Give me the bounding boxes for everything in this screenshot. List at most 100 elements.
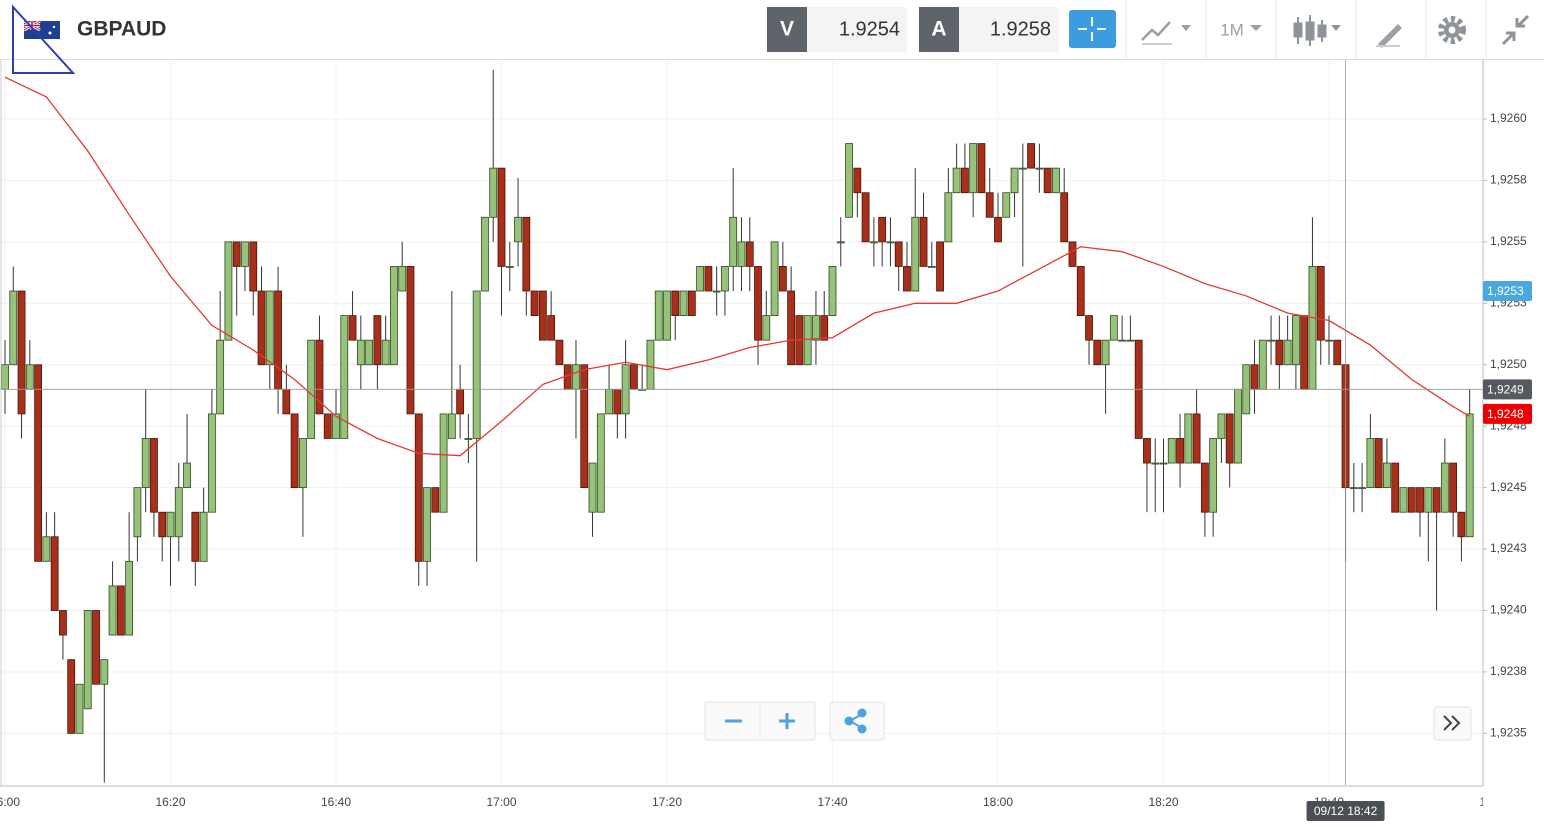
candle-body [1159,462,1168,465]
timeframe-label: 1M [1220,20,1244,39]
candle-body [605,388,613,415]
candle-body [150,438,158,513]
share-button[interactable] [844,708,867,734]
candle-body [994,216,1002,243]
settings-button[interactable] [1438,16,1466,44]
chart-type-button[interactable] [1293,15,1341,46]
candle-body [1052,167,1060,194]
candle-body [1225,413,1234,464]
candle-body [1432,487,1441,513]
candle-body [133,487,142,538]
x-tick-label: 16:40 [321,795,351,809]
candle-body [381,339,390,366]
candle-body [497,167,506,267]
candle-body [1217,413,1226,439]
candle-body [158,511,167,538]
candle-body [944,192,953,243]
candle-body [464,438,473,440]
candle-body [1358,487,1366,490]
candle-body [663,290,671,341]
candle-body [1416,487,1424,513]
y-tick-label: 1,9250 [1490,357,1527,371]
candle-body [216,339,225,415]
candle-body [241,241,249,267]
candle-body [282,388,291,415]
candle-body [836,241,845,244]
candle-body [572,364,580,390]
zoom-in-button[interactable] [779,713,795,729]
plot-area [0,60,1483,785]
candle-body [1085,315,1093,341]
sell-price: 1.9254 [839,18,900,40]
candle-body [1043,167,1052,194]
candle-body [828,266,837,316]
candle-body [356,339,365,366]
timeframe-button[interactable]: 1M [1220,20,1262,39]
candle-body [1407,487,1416,513]
draw-button[interactable] [1376,24,1402,48]
sell-button[interactable] [767,7,807,52]
y-tick-label: 1,9238 [1490,664,1527,678]
candle-body [390,266,398,366]
candle-body [481,216,489,292]
candle-body [704,266,713,292]
candle-body [1192,413,1201,464]
candle-body [687,290,696,316]
candle-body [1275,339,1284,366]
y-axis: 1,9235 1,9238 1,9240 1,9243 1,9245 1,9248 1,92… [1483,111,1527,740]
crosshair-button[interactable] [1069,10,1116,48]
candle-body [1002,192,1011,218]
candle-body [332,413,340,439]
buy-price: 1.9258 [990,18,1051,40]
candle-body [1308,266,1317,390]
indicator-button[interactable] [1141,21,1191,45]
candle-body [59,610,67,636]
crosshair-time-tag [1306,801,1385,821]
candle-body [1010,167,1019,194]
candle-body [853,167,862,194]
candle-body [927,266,936,268]
bid-price-label: 1,9249 [1487,382,1524,396]
candle-body [257,290,266,366]
candle-body [1283,339,1292,366]
candle-body [903,266,911,292]
sell-price-box[interactable] [807,7,907,52]
candle-body [820,315,829,341]
candle-body [911,216,920,292]
candle-body [191,511,200,562]
candle-body [1167,438,1176,464]
candle-body [894,241,903,267]
candle-body [75,683,84,734]
candle-body [1,364,9,390]
candle-body [1366,438,1375,489]
candle-body [1018,167,1027,170]
candle-body [721,266,729,292]
candle-body [406,266,415,415]
candle-body [754,266,762,341]
buy-button[interactable] [919,7,959,52]
crosshair-price-label: 1,9253 [1487,284,1524,298]
candle-body [1035,167,1044,170]
candle-body [886,241,895,244]
scroll-right-button[interactable] [1433,706,1472,741]
candle-body [290,413,299,489]
candle-body [1391,462,1400,513]
candle-body [1292,315,1300,366]
candle-body [431,487,440,513]
candle-body [67,659,76,734]
last-price-label: 1,9248 [1487,407,1524,421]
buy-price-box[interactable] [959,7,1059,52]
candle-body [1316,266,1325,341]
candle-body [83,610,92,710]
zoom-controls [704,701,1472,741]
sell-label: V [780,18,794,41]
candle-body [745,241,754,267]
candle-body [1267,339,1275,342]
y-tick-label: 1,9258 [1490,173,1527,187]
candle-body [712,290,721,293]
x-tick-label: 17:00 [486,795,516,809]
candle-body [1184,413,1193,464]
candle-body [1383,462,1391,489]
collapse-button[interactable] [1501,14,1530,46]
candle-body [778,266,787,292]
